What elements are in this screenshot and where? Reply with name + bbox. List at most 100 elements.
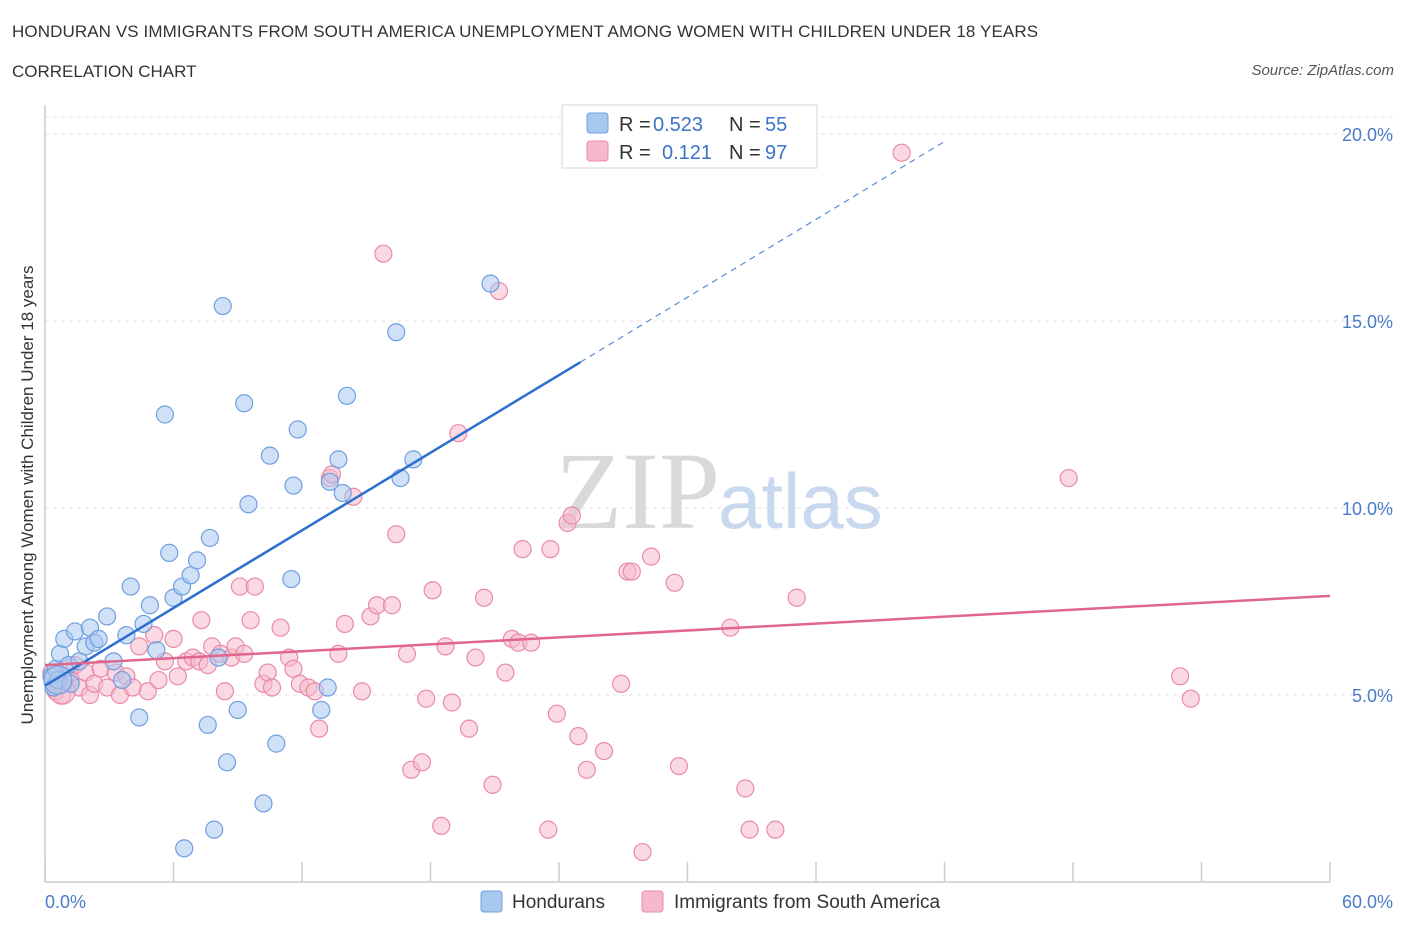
immigrants-point-100 [1170,667,1190,686]
y-tick-label-3: 20.0% [1342,125,1393,145]
hondurans-point-40 [267,734,286,753]
immigrants-point-101 [1181,689,1200,708]
hondurans-point-36 [235,394,254,413]
hondurans-point-52 [481,274,500,293]
immigrants-point-79 [541,540,560,559]
immigrants-point-97 [787,588,806,607]
hondurans-point-14 [98,607,117,626]
hondurans-point-33 [213,296,232,316]
immigrants-point-98 [892,143,911,162]
hondurans-point-16 [112,670,132,690]
immigrants-point-68 [459,719,479,738]
legend-n-label-2: N = [729,142,761,164]
immigrants-point-89 [633,842,652,862]
immigrants-point-39 [258,663,277,682]
bottom-legend-immigrants: Immigrants from South America [674,892,941,913]
axes [44,105,1331,883]
hondurans-point-43 [288,420,307,439]
immigrants-point-78 [539,820,558,839]
immigrants-point-62 [417,689,436,708]
immigrants-point-41 [271,618,290,637]
immigrants-point-63 [423,581,442,600]
hondurans-point-44 [312,700,331,720]
immigrants-point-92 [669,756,689,776]
bottom-legend: Hondurans Immigrants from South America [480,890,941,913]
hondurans-points [42,274,500,858]
chart-title: HONDURAN VS IMMIGRANTS FROM SOUTH AMERIC… [12,22,1039,41]
hondurans-point-30 [200,528,220,548]
y-axis-label: Unemployment Among Women with Children U… [18,266,37,725]
watermark: ZIP atlas [555,430,883,552]
legend-r-label-1: R = [619,114,651,136]
immigrants-point-91 [665,573,684,592]
immigrants-point-64 [432,816,451,836]
immigrants-point-86 [612,674,631,693]
immigrants-point-56 [374,244,393,263]
immigrants-point-51 [335,614,354,634]
hondurans-point-29 [198,715,217,735]
immigrants-point-65 [436,637,455,656]
hondurans-point-38 [254,794,273,813]
immigrants-point-17 [130,637,149,656]
hondurans-trend-line [44,361,582,687]
source-label: Source: ZipAtlas.com [1251,62,1394,79]
bottom-legend-swatch-hondurans [480,890,503,913]
immigrants-point-37 [245,577,264,596]
immigrants-point-57 [382,596,402,615]
immigrants-point-43 [284,659,303,678]
hondurans-point-42 [284,476,303,495]
immigrants-point-20 [149,670,168,690]
legend-swatch-hondurans [586,112,609,134]
trend-lines [44,140,1331,687]
hondurans-point-31 [205,820,224,839]
bottom-legend-swatch-immigrants [641,890,664,913]
immigrants-point-76 [513,540,532,559]
immigrants-point-77 [522,633,541,652]
immigrants-point-40 [262,678,282,697]
immigrants-point-66 [442,693,462,712]
legend-n-value-1: 55 [765,114,787,136]
immigrants-point-69 [466,648,485,667]
immigrants-point-59 [397,644,417,663]
hondurans-point-24 [160,543,179,562]
hondurans-point-23 [155,405,175,424]
hondurans-point-21 [140,596,160,615]
hondurans-point-32 [209,648,228,667]
hondurans-point-46 [329,450,348,469]
legend-n-value-2: 97 [765,142,787,164]
hondurans-point-28 [187,551,207,570]
hondurans-point-19 [130,708,149,727]
hondurans-point-27 [181,566,200,585]
hondurans-trend-extension [580,140,945,363]
legend-swatch-immigrants [586,140,609,162]
immigrants-point-61 [412,753,432,772]
hondurans-point-37 [239,495,258,514]
immigrants-point-22 [164,629,183,649]
hondurans-point-8 [65,622,85,641]
immigrants-point-53 [352,682,372,701]
hondurans-point-49 [387,323,406,342]
hondurans-point-9 [70,652,89,671]
immigrants-point-90 [641,547,661,566]
immigrants-point-80 [547,704,566,723]
hondurans-point-39 [260,446,279,465]
y-tick-labels: 5.0% 10.0% 15.0% 20.0% [1342,125,1393,706]
legend-r-value-2: 0.121 [662,142,712,164]
bottom-legend-hondurans: Hondurans [512,892,605,913]
hondurans-point-45 [320,472,339,491]
immigrants-point-31 [215,682,234,701]
hondurans-point-34 [217,753,237,772]
immigrants-point-58 [387,525,406,544]
immigrants-point-84 [577,760,596,779]
hondurans-cluster [43,665,73,695]
legend-r-value-1: 0.523 [653,114,703,136]
y-tick-label-2: 15.0% [1342,312,1393,332]
legend: R = 0.523 N = 55 R = 0.121 N = 97 [561,104,818,169]
legend-r-label-2: R = [619,142,651,164]
hondurans-point-47 [333,483,352,503]
immigrants-point-88 [622,562,641,581]
y-tick-label-1: 10.0% [1342,499,1393,519]
immigrants-point-82 [562,506,581,525]
hondurans-point-18 [121,577,140,596]
